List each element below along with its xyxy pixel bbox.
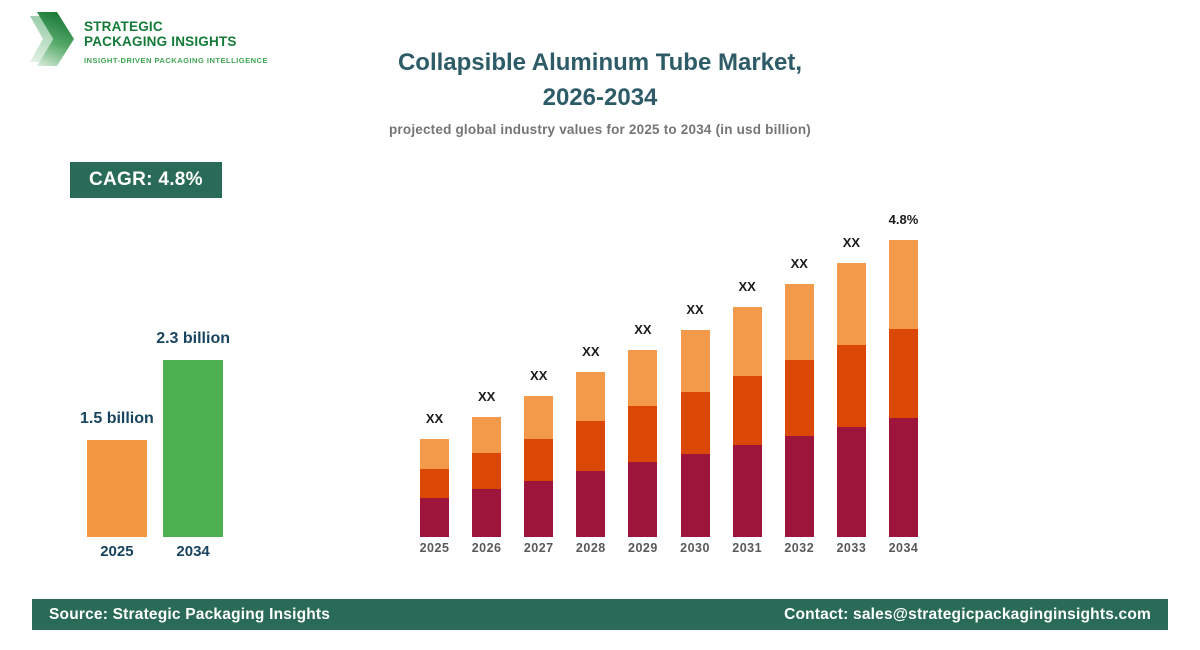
stacked-axis-label-2030: 2030	[680, 541, 710, 555]
segment-top-2028	[576, 372, 606, 421]
segment-middle-2026	[472, 453, 502, 489]
stacked-bar-2030	[680, 330, 710, 537]
segment-bottom-2032	[784, 436, 814, 537]
stacked-axis-label-2031: 2031	[732, 541, 763, 555]
stacked-bar-2026	[472, 417, 502, 537]
stacked-bar-value-label-2030: XX	[686, 302, 704, 317]
stacked-bar-value-label-2025: XX	[425, 411, 444, 426]
stacked-bar-2031	[732, 307, 762, 537]
segment-middle-2030	[680, 392, 710, 454]
stacked-bar-group-2033: XX 2033	[836, 235, 867, 556]
segment-top-2033	[836, 263, 866, 345]
stacked-bar-group-2028: XX 2028	[575, 344, 606, 556]
segment-middle-2032	[784, 360, 814, 436]
stacked-bar-group-2030: XX 2030	[680, 302, 710, 556]
comparison-bar-2025	[86, 440, 147, 537]
stacked-bar-2032	[784, 284, 814, 537]
footer-contact: Contact: sales@strategicpackaginginsight…	[784, 605, 1151, 623]
segment-middle-2033	[836, 345, 866, 427]
brand-name-line2: PACKAGING INSIGHTS	[84, 34, 237, 49]
stacked-bar-value-label-2034: 4.8%	[888, 212, 919, 227]
stacked-bar-group-2034: 4.8% 2034	[888, 212, 919, 556]
stacked-bar-2033	[836, 263, 866, 537]
stacked-axis-label-2026: 2026	[471, 541, 502, 555]
stacked-bar-value-label-2028: XX	[582, 344, 600, 359]
segment-bottom-2028	[576, 471, 606, 537]
segment-bottom-2031	[732, 445, 762, 537]
stacked-axis-label-2034: 2034	[888, 541, 919, 555]
segment-middle-2028	[576, 421, 606, 471]
stacked-bar-group-2025: XX 2025	[420, 411, 449, 556]
segment-top-2032	[784, 284, 814, 360]
stacked-bar-2029	[628, 350, 658, 537]
segment-middle-2025	[420, 469, 449, 498]
footer-source: Source: Strategic Packaging Insights	[49, 605, 331, 623]
stacked-bar-value-label-2026: XX	[477, 389, 496, 404]
stacked-axis-label-2033: 2033	[836, 541, 867, 555]
stacked-axis-label-2029: 2029	[628, 541, 658, 555]
segment-top-2027	[524, 396, 554, 439]
segment-top-2026	[472, 417, 502, 453]
brand-name-line1: STRATEGIC	[84, 19, 163, 34]
stacked-bar-2034	[888, 240, 918, 537]
segment-middle-2034	[888, 329, 918, 418]
stacked-bar-group-2032: XX 2032	[784, 256, 815, 556]
brand-text: STRATEGIC PACKAGING INSIGHTS INSIGHT-DRI…	[84, 12, 268, 65]
comparison-axis-label-2025: 2025	[100, 543, 134, 560]
segment-bottom-2027	[524, 481, 554, 537]
comparison-value-label-2034: 2.3 billion	[156, 330, 230, 347]
stacked-axis-label-2025: 2025	[419, 541, 450, 555]
segment-top-2030	[680, 330, 710, 392]
footer-bar: Source: Strategic Packaging Insights Con…	[32, 599, 1168, 630]
segment-bottom-2034	[888, 418, 918, 537]
segment-top-2025	[420, 439, 449, 469]
stacked-bar-group-2029: XX 2029	[628, 322, 658, 556]
stacked-bar-value-label-2027: XX	[530, 368, 548, 383]
segment-bottom-2026	[472, 489, 502, 537]
comparison-bar-2034	[163, 360, 224, 537]
comparison-value-label-2025: 1.5 billion	[80, 410, 154, 427]
segment-bottom-2033	[836, 427, 866, 537]
stacked-bar-group-2027: XX 2027	[523, 368, 554, 556]
stacked-bar-2028	[576, 372, 606, 537]
stacked-axis-label-2027: 2027	[523, 541, 554, 555]
stacked-axis-label-2028: 2028	[575, 541, 606, 555]
segment-middle-2029	[628, 406, 658, 462]
brand-logo: STRATEGIC PACKAGING INSIGHTS INSIGHT-DRI…	[30, 12, 268, 66]
brand-tagline: INSIGHT-DRIVEN PACKAGING INTELLIGENCE	[84, 56, 269, 65]
page-title-line1: Collapsible Aluminum Tube Market,	[397, 49, 803, 76]
comparison-bar-group-2025: 1.5 billion 2025	[80, 410, 154, 561]
chart-header: Collapsible Aluminum Tube Market, 2026-2…	[0, 45, 1200, 137]
comparison-chart: 1.5 billion 2025 2.3 billion 2034	[80, 330, 230, 561]
segment-top-2031	[732, 307, 762, 376]
segment-bottom-2025	[420, 498, 449, 537]
stacked-bar-chart: XX 2025 XX 2026 XX 2027 XX 2028 XX 2029 XX 2030 XX 20…	[420, 212, 919, 556]
stacked-bar-value-label-2029: XX	[634, 322, 652, 337]
segment-middle-2031	[732, 376, 762, 445]
stacked-bar-value-label-2031: XX	[738, 279, 756, 294]
stacked-bar-group-2026: XX 2026	[471, 389, 502, 556]
page-title-line2: 2026-2034	[542, 84, 658, 111]
segment-bottom-2029	[628, 462, 658, 537]
segment-bottom-2030	[680, 454, 710, 537]
chevron-logo-icon	[30, 12, 74, 66]
cagr-badge: CAGR: 4.8%	[70, 162, 222, 198]
comparison-bar-group-2034: 2.3 billion 2034	[156, 330, 230, 561]
segment-top-2034	[888, 240, 918, 329]
stacked-bar-2027	[524, 396, 554, 537]
segment-top-2029	[628, 350, 658, 406]
stacked-bar-value-label-2033: XX	[842, 235, 861, 250]
comparison-axis-label-2034: 2034	[176, 543, 210, 560]
segment-middle-2027	[524, 439, 554, 481]
page-subtitle: projected global industry values for 202…	[388, 122, 812, 137]
stacked-bar-2025	[420, 439, 449, 537]
stacked-bar-value-label-2032: XX	[790, 256, 808, 271]
stacked-bar-group-2031: XX 2031	[732, 279, 763, 556]
stacked-axis-label-2032: 2032	[784, 541, 815, 555]
